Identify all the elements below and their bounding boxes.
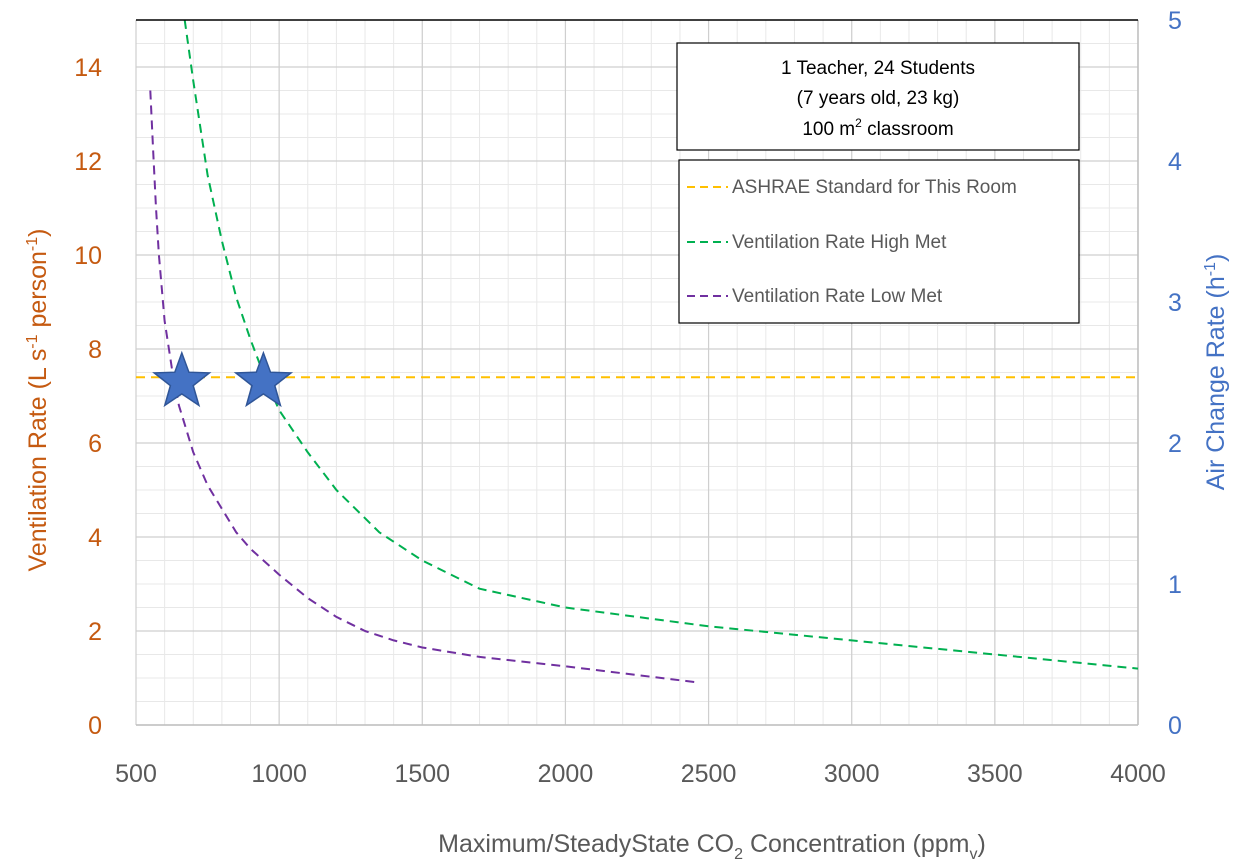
star-marker — [152, 350, 212, 408]
y-left-tick-label: 0 — [88, 712, 102, 740]
y-axis-left-title: Ventilation Rate (L s-1 person-1) — [24, 228, 52, 571]
series-lines — [136, 19, 1139, 684]
y-right-tick-label: 0 — [1168, 712, 1182, 740]
y-left-tick-label: 4 — [88, 524, 102, 552]
y-left-tick-label: 8 — [88, 336, 102, 364]
series-high-met-line — [183, 19, 1139, 670]
annotation-line-3-tail: classroom — [862, 119, 954, 140]
x-axis-title-tail: ) — [978, 830, 986, 858]
legend-label-low-met: Ventilation Rate Low Met — [732, 286, 943, 307]
x-tick-label: 500 — [115, 760, 157, 788]
annotation-line-3-sup: 2 — [855, 116, 862, 130]
y-axis-right-title-sup: -1 — [1202, 262, 1219, 276]
annotation-line-1: 1 Teacher, 24 Students — [781, 58, 975, 79]
y-right-tick-label: 3 — [1168, 289, 1182, 317]
star-marker — [233, 350, 294, 408]
y-left-tick-label: 2 — [88, 618, 102, 646]
y-axis-left-title-sup-1: -1 — [24, 334, 41, 348]
x-tick-label: 1000 — [251, 760, 307, 788]
legend-frame — [678, 159, 1080, 324]
annotation-box: 1 Teacher, 24 Students (7 years old, 23 … — [676, 42, 1080, 151]
y-right-tick-label: 1 — [1168, 571, 1182, 599]
y-right-tick-label: 4 — [1168, 148, 1182, 176]
y-axis-right-title-tail: ) — [1202, 254, 1230, 262]
y-axis-left-title-tail: ) — [24, 228, 52, 236]
x-tick-label: 3500 — [967, 760, 1023, 788]
legend-label-ashrae: ASHRAE Standard for This Room — [732, 177, 1017, 198]
x-tick-label: 2000 — [538, 760, 594, 788]
star-markers — [152, 350, 294, 408]
x-axis-title-mid: Concentration (ppm — [743, 830, 970, 858]
y-right-tick-label: 2 — [1168, 430, 1182, 458]
x-tick-label: 4000 — [1110, 760, 1166, 788]
annotation-frame — [676, 42, 1080, 151]
x-axis-title: Maximum/SteadyState CO2 Concentration (p… — [438, 830, 986, 863]
y-left-tick-label: 12 — [74, 148, 102, 176]
y-left-tick-label: 6 — [88, 430, 102, 458]
y-right-tick-label: 5 — [1168, 7, 1182, 35]
annotation-line-3: 100 m2 classroom — [802, 116, 953, 140]
y-axis-left-title-sup-2: -1 — [24, 237, 41, 251]
grid — [135, 19, 1139, 726]
x-tick-label: 2500 — [681, 760, 737, 788]
annotation-line-3-text: 100 m — [802, 119, 855, 140]
x-axis-title-sub-2: v — [970, 846, 978, 863]
x-tick-label: 3000 — [824, 760, 880, 788]
y-left-tick-label: 14 — [74, 54, 102, 82]
x-axis-title-text: Maximum/SteadyState CO — [438, 830, 734, 858]
x-tick-label: 1500 — [394, 760, 450, 788]
y-axis-right-title-text: Air Change Rate (h — [1202, 276, 1230, 490]
legend: ASHRAE Standard for This Room Ventilatio… — [678, 159, 1080, 324]
y-axis-left-title-mid: person — [24, 251, 52, 334]
annotation-line-2: (7 years old, 23 kg) — [797, 88, 960, 109]
tick-labels: 500 1000 1500 2000 2500 3000 3500 4000024681012… — [74, 7, 1182, 788]
legend-label-high-met: Ventilation Rate High Met — [732, 232, 947, 253]
y-left-tick-label: 10 — [74, 242, 102, 270]
x-axis-title-sub-1: 2 — [734, 846, 743, 863]
y-axis-right-title: Air Change Rate (h-1) — [1202, 254, 1230, 491]
series-low-met-line — [149, 90, 701, 684]
y-axis-left-title-text: Ventilation Rate (L s — [24, 349, 52, 572]
